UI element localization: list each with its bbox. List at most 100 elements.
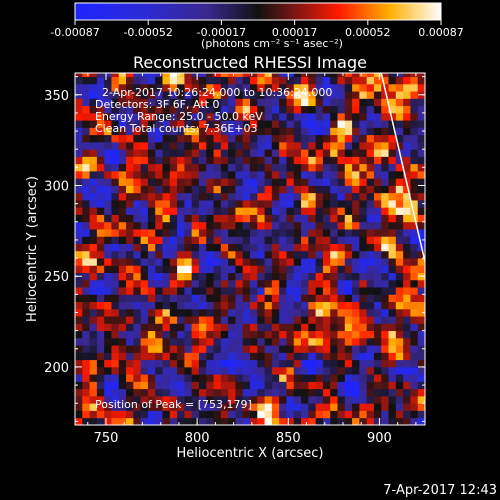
heatmap-cell (352, 134, 360, 143)
heatmap-cell (359, 73, 368, 78)
heatmap-cell (140, 287, 149, 295)
heatmap-cell (140, 250, 149, 259)
heatmap-cell (242, 83, 251, 92)
heatmap-cell (184, 265, 193, 273)
heatmap-cell (191, 149, 200, 157)
heatmap-cell (250, 243, 258, 252)
heatmap-cell (293, 243, 302, 252)
heatmap-cell (322, 170, 331, 179)
heatmap-cell (410, 141, 419, 150)
heatmap-cell (330, 316, 338, 324)
heatmap-cell (344, 395, 353, 404)
heatmap-cell (279, 374, 287, 382)
heatmap-cell (96, 374, 105, 382)
heatmap-cell (191, 221, 200, 230)
heatmap-cell (417, 345, 425, 353)
heatmap-cell (352, 374, 360, 382)
heatmap-cell (228, 345, 236, 353)
heatmap-cell (315, 308, 324, 317)
heatmap-cell (257, 316, 265, 324)
heatmap-cell (293, 214, 302, 223)
heatmap-cell (235, 170, 244, 179)
heatmap-cell (395, 127, 404, 136)
heatmap-cell (403, 308, 411, 317)
heatmap-cell (206, 316, 214, 324)
heatmap-cell (388, 287, 397, 295)
heatmap-cell (417, 323, 425, 332)
heatmap-cell (242, 345, 251, 353)
heatmap-cell (147, 105, 156, 114)
heatmap-cell (359, 229, 368, 237)
heatmap-cell (271, 374, 280, 382)
heatmap-cell (104, 214, 112, 223)
heatmap-cell (126, 120, 134, 128)
heatmap-cell (417, 381, 425, 390)
heatmap-cell (242, 301, 251, 310)
heatmap-cell (330, 112, 338, 121)
heatmap-cell (366, 417, 375, 425)
heatmap-cell (373, 120, 382, 128)
heatmap-cell (417, 170, 425, 179)
heatmap-cell (191, 243, 200, 252)
heatmap-cell (322, 308, 331, 317)
heatmap-cell (155, 417, 163, 425)
heatmap-cell (250, 359, 258, 368)
heatmap-cell (293, 352, 302, 361)
heatmap-cell (330, 192, 338, 201)
heatmap-cell (264, 149, 273, 157)
heatmap-cell (373, 214, 382, 223)
heatmap-cell (96, 366, 105, 375)
heatmap-cell (198, 185, 207, 194)
heatmap-cell (177, 141, 185, 150)
heatmap-cell (133, 236, 142, 244)
heatmap-cell (250, 134, 258, 143)
heatmap-cell (133, 134, 142, 143)
heatmap-cell (315, 214, 324, 223)
heatmap-cell (359, 83, 368, 92)
heatmap-cell (395, 316, 404, 324)
heatmap-cell (417, 337, 425, 346)
heatmap-cell (75, 185, 83, 194)
colorbar: -0.00087 -0.00052 -0.00017 0.00017 0.00052 0.… (50, 2, 464, 50)
heatmap-cell (235, 105, 244, 114)
heatmap-cell (366, 207, 375, 215)
heatmap-cell (403, 73, 411, 78)
heatmap-cell (228, 192, 236, 201)
heatmap-cell (198, 258, 207, 266)
heatmap-cell (104, 345, 112, 353)
heatmap-cell (162, 156, 171, 165)
heatmap-cell (293, 308, 302, 317)
heatmap-cell (177, 366, 185, 375)
heatmap-cell (286, 359, 295, 368)
heatmap-cell (271, 330, 280, 339)
heatmap-cell (301, 112, 309, 121)
heatmap-cell (257, 258, 265, 266)
heatmap-cell (388, 308, 397, 317)
heatmap-cell (315, 301, 324, 310)
heatmap-cell (366, 105, 375, 114)
heatmap-cell (395, 178, 404, 186)
heatmap-cell (308, 236, 317, 244)
heatmap-cell (322, 323, 331, 332)
heatmap-cell (403, 294, 411, 303)
heatmap-cell (344, 345, 353, 353)
heatmap-cell (96, 112, 105, 121)
heatmap-cell (301, 323, 309, 332)
heatmap-cell (242, 366, 251, 375)
heatmap-cell (96, 287, 105, 295)
heatmap-cell (301, 73, 309, 78)
heatmap-cell (359, 200, 368, 208)
heatmap-cell (228, 330, 236, 339)
heatmap-cell (96, 170, 105, 179)
heatmap-cell (206, 381, 214, 390)
heatmap-cell (373, 366, 382, 375)
heatmap-cell (147, 359, 156, 368)
heatmap-cell (140, 83, 149, 92)
heatmap-cell (162, 316, 171, 324)
heatmap-cell (373, 163, 382, 172)
heatmap-cell (89, 91, 98, 99)
heatmap-cell (395, 163, 404, 172)
heatmap-cell (286, 112, 295, 121)
heatmap-cell (140, 120, 149, 128)
heatmap-cell (191, 323, 200, 332)
